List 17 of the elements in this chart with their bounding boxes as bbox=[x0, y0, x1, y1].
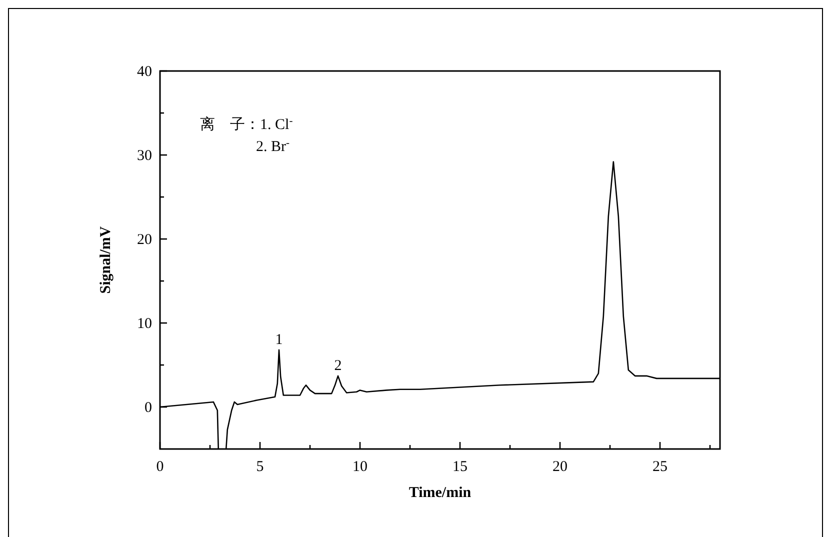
y-tick-label: 10 bbox=[137, 316, 152, 332]
annotation: 1 bbox=[275, 332, 283, 348]
y-axis-title: Signal/mV bbox=[98, 226, 114, 294]
annotation: 离 子：1. Cl$^{-}$ bbox=[200, 116, 294, 133]
x-tick-label: 20 bbox=[552, 459, 568, 475]
x-tick-label: 15 bbox=[452, 459, 468, 475]
y-tick-label: 20 bbox=[137, 232, 152, 248]
annotation: 2. Br$^{-}$ bbox=[256, 138, 290, 155]
x-tick-label: 25 bbox=[652, 459, 668, 475]
annotation: 2 bbox=[334, 358, 342, 374]
x-tick-label: 10 bbox=[352, 459, 368, 475]
y-tick-label: 40 bbox=[137, 64, 152, 80]
y-tick-label: 0 bbox=[144, 400, 152, 416]
y-tick-label: 30 bbox=[137, 148, 152, 164]
x-axis-title: Time/min bbox=[408, 485, 472, 501]
x-tick-label: 0 bbox=[156, 459, 164, 475]
x-tick-label: 5 bbox=[256, 459, 264, 475]
